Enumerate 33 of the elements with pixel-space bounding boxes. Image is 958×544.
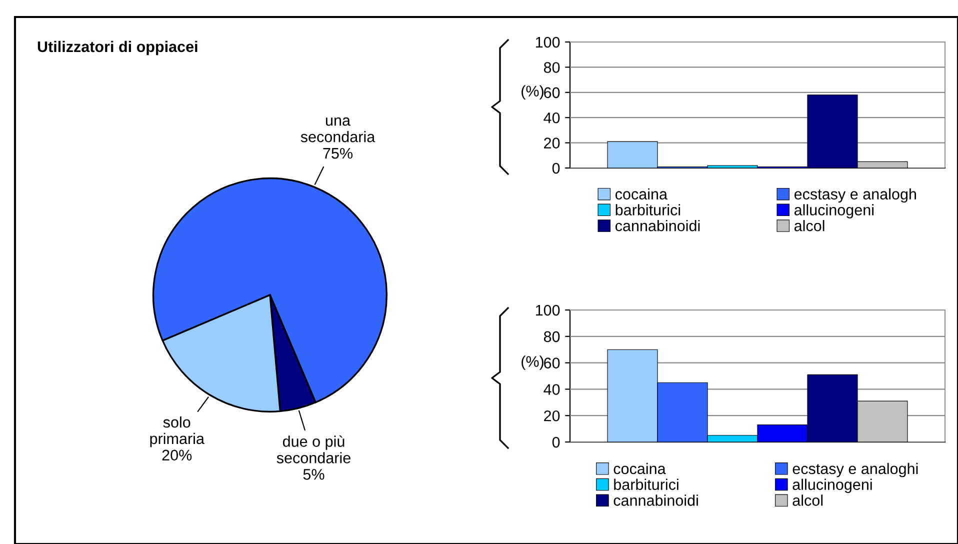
y-tick-label: 100 [536, 36, 560, 48]
legend-label: barbiturici [616, 204, 680, 216]
slice-label: due o più secondarie [276, 435, 350, 464]
legend-label: allucinogeni [794, 204, 874, 218]
legend-label: alcol [794, 220, 824, 232]
legend-label: cocaina [615, 188, 668, 200]
data-label: 20% [162, 450, 192, 461]
y-axis-title: (%) [522, 356, 544, 370]
y-tick-label: 40 [544, 112, 560, 124]
y-tick-label: 100 [536, 304, 560, 316]
legend-label: allucinogeni [792, 478, 872, 494]
legend-label: cannabinoidi [614, 494, 698, 506]
slice-label: solo primaria [150, 416, 204, 448]
y-tick-label: 0 [552, 436, 560, 448]
legend-label: cannabinoidi [615, 220, 700, 232]
y-tick-label: 20 [544, 410, 560, 422]
data-label: 5% [303, 469, 324, 480]
y-tick-label: 0 [552, 162, 560, 174]
legend-label: ecstasy e analogh [794, 188, 916, 203]
data-label: 75% [323, 148, 352, 159]
y-tick-label: 60 [544, 87, 560, 98]
y-tick-label: 20 [544, 138, 560, 148]
legend-label: ecstasy e analoghi [792, 462, 918, 478]
slice-label: una secondaria [300, 117, 376, 142]
legend-label: alcol [792, 494, 823, 506]
legend-label: barbiturici [614, 478, 678, 490]
y-axis-title: (%) [522, 85, 544, 100]
y-tick-label: 40 [544, 384, 560, 395]
y-tick-label: 60 [544, 358, 560, 368]
chart-title: Utilizzatori di oppiacei [38, 40, 198, 56]
y-tick-label: 80 [544, 62, 560, 73]
legend-label: cocaina [614, 462, 666, 474]
y-tick-label: 80 [544, 331, 560, 342]
